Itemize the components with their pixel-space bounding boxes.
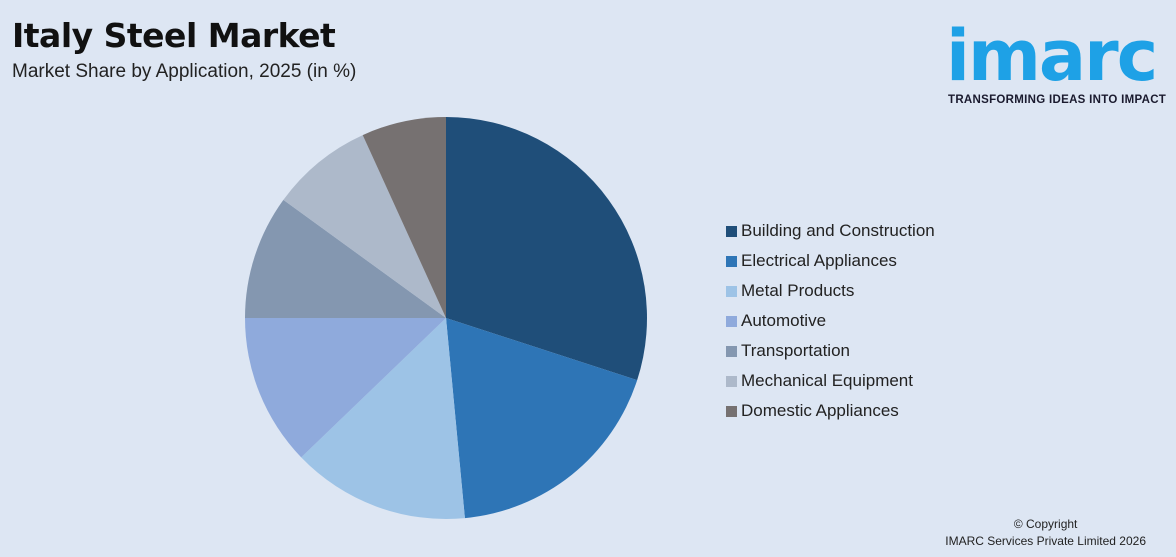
- pie-slice-transportation: [245, 199, 446, 318]
- legend-label: Domestic Appliances: [741, 401, 899, 420]
- legend-item: Electrical Appliances: [726, 246, 935, 276]
- logo-tagline: TRANSFORMING IDEAS INTO IMPACT: [948, 94, 1167, 106]
- pie-slice-mechanical-equipment: [283, 135, 446, 318]
- legend-label: Electrical Appliances: [741, 251, 897, 270]
- legend-label: Transportation: [741, 341, 850, 360]
- legend-swatch: [726, 315, 737, 327]
- pie-slice-domestic-appliances: [362, 117, 446, 318]
- legend-item: Mechanical Equipment: [726, 366, 935, 396]
- copyright-notice: © Copyright IMARC Services Private Limit…: [945, 516, 1146, 550]
- imarc-logo: imarc TRANSFORMING IDEAS INTO IMPACT: [946, 12, 1170, 112]
- legend-item: Transportation: [726, 336, 935, 366]
- legend-swatch: [726, 255, 737, 267]
- chart-legend: Building and Construction Electrical Appl…: [726, 216, 935, 426]
- legend-item: Building and Construction: [726, 216, 935, 246]
- legend-swatch: [726, 225, 737, 237]
- legend-label: Automotive: [741, 311, 827, 330]
- copyright-line: © Copyright: [1013, 517, 1078, 531]
- pie-slice-automotive: [245, 318, 446, 458]
- legend-swatch: [726, 345, 737, 357]
- legend-item: Metal Products: [726, 276, 935, 306]
- legend-swatch: [726, 405, 737, 417]
- pie-slice-metal-products: [301, 318, 465, 519]
- legend-swatch: [726, 285, 737, 297]
- chart-title: Italy Steel Market: [12, 16, 336, 55]
- pie-slice-building-and-construction: [446, 117, 647, 381]
- legend-item: Domestic Appliances: [726, 396, 935, 426]
- legend-label: Metal Products: [741, 281, 855, 300]
- pie-chart: [245, 117, 647, 519]
- copyright-company: IMARC Services Private Limited 2026: [945, 534, 1146, 548]
- legend-item: Automotive: [726, 306, 935, 336]
- legend-label: Building and Construction: [741, 221, 935, 240]
- legend-label: Mechanical Equipment: [741, 371, 913, 390]
- pie-slice-electrical-appliances: [446, 318, 638, 519]
- chart-subtitle: Market Share by Application, 2025 (in %): [12, 61, 357, 82]
- legend-swatch: [726, 375, 737, 387]
- logo-wordmark: imarc: [946, 15, 1158, 97]
